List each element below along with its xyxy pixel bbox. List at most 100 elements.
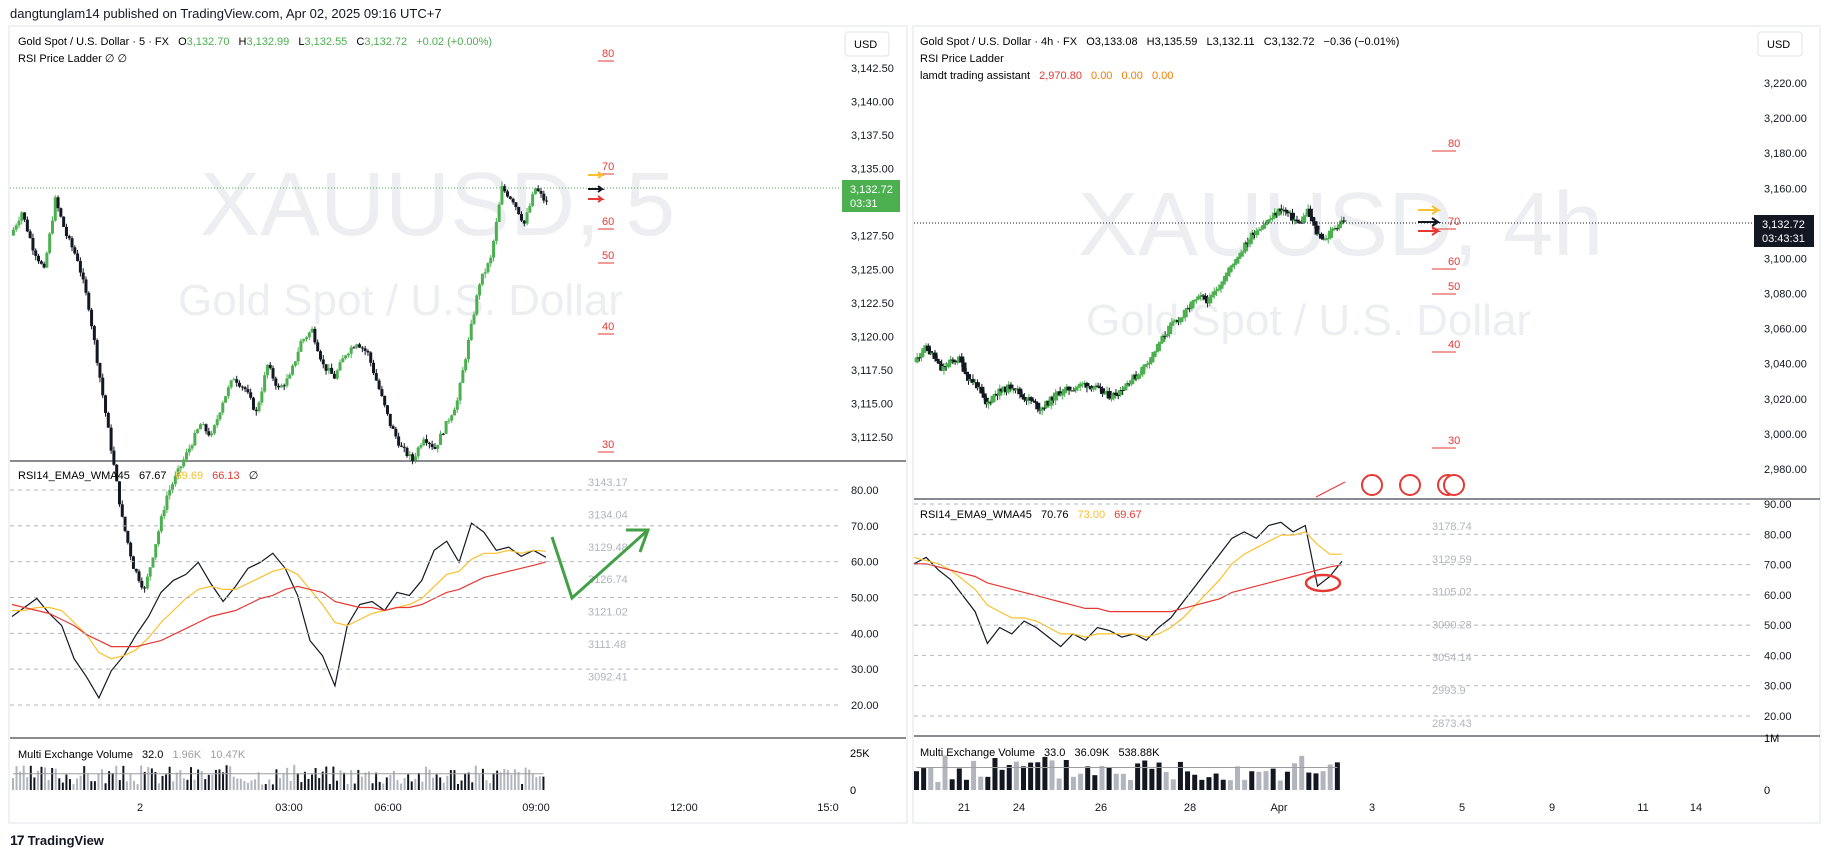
left-price-axis-label: 3,112.50 bbox=[851, 432, 893, 444]
right-candles[interactable] bbox=[914, 204, 1347, 416]
candle-body bbox=[444, 421, 448, 434]
candle-body bbox=[92, 326, 96, 341]
candle-body bbox=[263, 375, 267, 392]
candle-body bbox=[1062, 389, 1068, 394]
volume-bar bbox=[286, 767, 289, 790]
candle-body bbox=[1276, 208, 1282, 216]
volume-bar bbox=[254, 779, 257, 790]
us-flag-icon[interactable] bbox=[1443, 474, 1465, 496]
drawn-circle-marker[interactable] bbox=[1304, 573, 1342, 593]
volume-bar bbox=[1299, 755, 1305, 790]
volume-bar bbox=[261, 784, 264, 790]
candle-body bbox=[358, 344, 362, 348]
candle-body bbox=[335, 370, 339, 379]
us-flag-icon[interactable] bbox=[1361, 474, 1383, 496]
candle-body bbox=[215, 419, 219, 426]
arrow-right-icon bbox=[1418, 205, 1442, 215]
candle-body bbox=[1227, 267, 1233, 273]
volume-bar bbox=[506, 770, 509, 790]
candle-body bbox=[425, 439, 429, 443]
volume-bar bbox=[307, 778, 310, 790]
right-time-label: 14 bbox=[1690, 802, 1702, 814]
ladder-arrows-right bbox=[1418, 205, 1442, 236]
candle-body bbox=[974, 382, 980, 389]
rsi-series-1 bbox=[913, 531, 1342, 638]
candle-body bbox=[1269, 218, 1275, 220]
arrow-right-icon bbox=[588, 171, 605, 179]
volume-bar bbox=[1049, 760, 1055, 790]
volume-bar bbox=[1284, 771, 1290, 790]
volume-bar bbox=[460, 780, 463, 790]
left-currency-button[interactable] bbox=[844, 31, 890, 57]
volume-bar bbox=[403, 778, 406, 790]
left-volume-bars[interactable] bbox=[12, 764, 545, 790]
candle-body bbox=[196, 429, 200, 433]
ladder-arrows-left bbox=[588, 171, 605, 203]
volume-bar bbox=[1235, 766, 1240, 790]
candle-body bbox=[1120, 389, 1126, 391]
event-flags[interactable] bbox=[1361, 474, 1465, 496]
candle-body bbox=[1256, 229, 1262, 231]
volume-bar bbox=[992, 758, 998, 790]
volume-bar bbox=[122, 765, 125, 790]
candle-body bbox=[112, 450, 116, 465]
candle-body bbox=[1073, 387, 1079, 391]
right-volume-bars[interactable] bbox=[914, 755, 1340, 790]
left-rsi-price-label: 3121.02 bbox=[588, 607, 628, 619]
volume-bar bbox=[186, 779, 189, 790]
candle-body bbox=[349, 347, 353, 354]
candle-body bbox=[37, 255, 41, 262]
volume-bar bbox=[389, 774, 392, 790]
left-rsi-axis-label: 50.00 bbox=[851, 593, 879, 605]
candle-body bbox=[492, 240, 496, 258]
drawn-path-arrow[interactable] bbox=[550, 528, 650, 601]
candle-body bbox=[497, 204, 501, 222]
candle-body bbox=[1319, 233, 1325, 239]
candle-body bbox=[212, 425, 216, 434]
candle-body bbox=[1211, 291, 1217, 296]
volume-bar bbox=[1085, 766, 1091, 790]
candle-body bbox=[489, 257, 493, 264]
candle-body bbox=[1193, 299, 1199, 301]
candle-body bbox=[990, 395, 996, 403]
candle-body bbox=[56, 197, 60, 209]
candle-body bbox=[1238, 252, 1244, 257]
drawn-trendline[interactable] bbox=[1315, 481, 1346, 498]
drawn-arrow-head[interactable] bbox=[626, 528, 651, 553]
volume-bar bbox=[375, 772, 378, 790]
candle-body bbox=[45, 252, 49, 268]
right-rsi-price-label: 3054.14 bbox=[1432, 652, 1472, 664]
candle-body bbox=[932, 352, 938, 359]
left-candles[interactable] bbox=[11, 181, 549, 593]
volume-bar bbox=[293, 764, 296, 790]
candle-body bbox=[1263, 223, 1269, 226]
volume-bar bbox=[1092, 775, 1098, 790]
volume-bar bbox=[1263, 771, 1269, 790]
right-price-tag bbox=[1754, 215, 1814, 247]
right-rsi-price-label: 3105.02 bbox=[1432, 587, 1472, 599]
right-rsi-lines[interactable] bbox=[913, 521, 1343, 648]
volume-bar bbox=[371, 783, 374, 790]
candle-body bbox=[950, 359, 956, 361]
volume-bar bbox=[396, 780, 399, 790]
volume-bar bbox=[1135, 763, 1141, 790]
right-ohlc-legend: Gold Spot / U.S. Dollar · 4h · FX O3,133… bbox=[920, 36, 1399, 48]
candle-body bbox=[377, 380, 381, 390]
right-price-tag-price: 3,132.72 bbox=[1762, 219, 1805, 231]
volume-bar bbox=[300, 782, 303, 790]
volume-bar bbox=[481, 768, 484, 790]
candle-body bbox=[948, 359, 954, 364]
candle-body bbox=[1312, 221, 1318, 226]
candle-body bbox=[981, 393, 987, 398]
us-flag-icon[interactable] bbox=[1399, 474, 1421, 496]
right-currency-button[interactable] bbox=[1757, 31, 1803, 57]
volume-bar bbox=[1113, 773, 1119, 790]
arrow-right-icon bbox=[1418, 217, 1442, 227]
left-ladder-label: 70 bbox=[602, 161, 614, 173]
candle-body bbox=[1209, 295, 1215, 298]
left-rsi-lines[interactable] bbox=[11, 522, 547, 700]
volume-bar bbox=[407, 774, 410, 790]
candle-body bbox=[1017, 388, 1023, 395]
volume-bar bbox=[1099, 765, 1105, 790]
